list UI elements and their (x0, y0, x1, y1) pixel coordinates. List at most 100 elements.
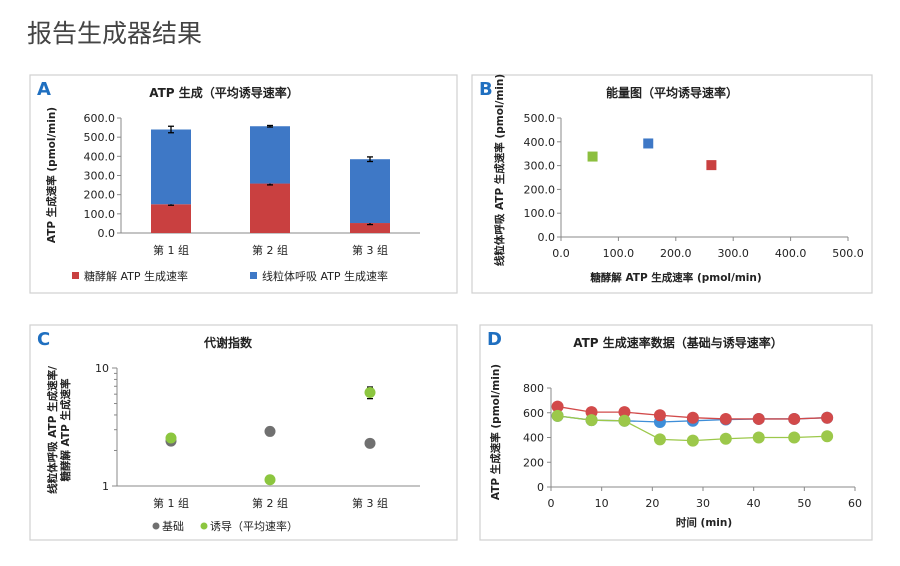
x-tick-label: 30 (696, 497, 710, 510)
x-tick-label: 200.0 (660, 247, 692, 260)
bar-mito (151, 129, 191, 205)
data-point (551, 400, 564, 413)
scatter-point (165, 432, 177, 444)
legend-label: 糖酵解 ATP 生成速率 (84, 269, 188, 283)
legend-marker (200, 522, 208, 530)
x-tick-label: 40 (747, 497, 761, 510)
y-axis-label: 线粒体呼吸 ATP 生成速率/ (46, 366, 59, 494)
y-tick-label: 0 (537, 481, 544, 494)
y-tick-label: 400.0 (524, 136, 556, 149)
y-tick-label: 500.0 (524, 112, 556, 125)
panel-frame (479, 324, 873, 541)
y-axis-label: 糖酵解 ATP 生成速率 (59, 378, 72, 481)
y-tick-label: 800 (523, 382, 544, 395)
legend-label: 诱导（平均速率） (210, 519, 298, 533)
scatter-point (643, 138, 654, 149)
bar-glyco (250, 183, 290, 233)
scatter-point (364, 437, 376, 449)
data-point (686, 411, 699, 424)
y-tick-label: 100.0 (84, 208, 116, 221)
legend-swatch (250, 272, 257, 279)
y-tick-label: 600 (523, 407, 544, 420)
panel-frame (29, 74, 458, 294)
x-tick-label: 0 (548, 497, 555, 510)
data-point (618, 406, 631, 419)
panel-letter: D (487, 329, 502, 350)
legend-label: 线粒体呼吸 ATP 生成速率 (262, 269, 388, 283)
scatter-point (364, 386, 376, 398)
x-tick-label: 第 2 组 (252, 496, 288, 510)
page-title: 报告生成器结果 (27, 19, 203, 48)
data-point (752, 412, 765, 425)
panel-frame (471, 74, 873, 294)
y-tick-label: 0.0 (98, 227, 116, 240)
y-tick-label: 300.0 (524, 160, 556, 173)
data-point (821, 411, 834, 424)
x-axis-label: 糖酵解 ATP 生成速率 (pmol/min) (590, 271, 761, 284)
data-point (551, 409, 564, 422)
y-tick-label: 0.0 (538, 231, 556, 244)
legend-marker (152, 522, 160, 530)
scatter-point (706, 160, 717, 171)
x-tick-label: 100.0 (603, 247, 635, 260)
data-point (821, 430, 834, 443)
scatter-point (264, 474, 276, 486)
x-tick-label: 第 1 组 (153, 243, 189, 257)
x-tick-label: 20 (645, 497, 659, 510)
bar-mito (250, 126, 290, 184)
y-tick-label: 200.0 (524, 183, 556, 196)
y-tick-label: 400.0 (84, 150, 116, 163)
y-axis-label: 线粒体呼吸 ATP 生成速率 (pmol/min) (493, 74, 506, 266)
x-tick-label: 500.0 (832, 247, 864, 260)
scatter-point (264, 425, 276, 437)
data-point (653, 409, 666, 422)
x-tick-label: 10 (595, 497, 609, 510)
y-tick-label: 300.0 (84, 170, 116, 183)
chart-a: A ATP 生成（平均诱导速率） 0.0 100.0 200.0 300.0 400.0 50… (29, 74, 458, 294)
x-tick-label: 50 (797, 497, 811, 510)
y-tick-label: 10 (95, 362, 109, 375)
x-tick-label: 300.0 (717, 247, 749, 260)
x-tick-label: 0.0 (552, 247, 570, 260)
panel-letter: A (37, 79, 51, 100)
data-point (585, 414, 598, 427)
y-tick-label: 600.0 (84, 112, 116, 125)
data-point (618, 414, 631, 427)
x-tick-label: 60 (848, 497, 862, 510)
x-tick-label: 400.0 (775, 247, 807, 260)
bar-mito (350, 159, 390, 224)
y-tick-label: 1 (102, 480, 109, 493)
panel-letter: B (479, 79, 493, 100)
y-tick-label: 200 (523, 456, 544, 469)
legend-swatch (72, 272, 79, 279)
chart-title: 代谢指数 (203, 335, 253, 350)
bar-glyco (151, 204, 191, 233)
panel-frame (29, 324, 458, 541)
chart-b: B 能量图（平均诱导速率） 0.0 100.0 200.0 300.0 400.0 500.0… (471, 74, 873, 294)
data-point (788, 431, 801, 444)
y-tick-label: 400 (523, 432, 544, 445)
x-tick-label: 第 2 组 (252, 243, 288, 257)
scatter-point (587, 151, 598, 162)
chart-title: ATP 生成速率数据（基础与诱导速率） (573, 335, 783, 350)
data-point (686, 434, 699, 447)
x-tick-label: 第 3 组 (352, 243, 388, 257)
data-point (788, 412, 801, 425)
y-tick-label: 200.0 (84, 189, 116, 202)
y-axis-label: ATP 生成速率 (pmol/min) (45, 107, 58, 243)
data-point (653, 433, 666, 446)
bar-glyco (350, 223, 390, 233)
legend-label: 基础 (162, 520, 184, 533)
x-tick-label: 第 1 组 (153, 496, 189, 510)
x-tick-label: 第 3 组 (352, 496, 388, 510)
y-tick-label: 100.0 (524, 207, 556, 220)
data-point (752, 431, 765, 444)
chart-title: 能量图（平均诱导速率） (606, 85, 738, 100)
chart-d: D ATP 生成速率数据（基础与诱导速率） 0 200 400 600 800 0 10 20 30… (479, 324, 873, 541)
chart-title: ATP 生成（平均诱导速率） (149, 85, 299, 100)
panel-letter: C (37, 329, 50, 350)
y-axis-label: ATP 生成速率 (pmol/min) (489, 364, 502, 500)
